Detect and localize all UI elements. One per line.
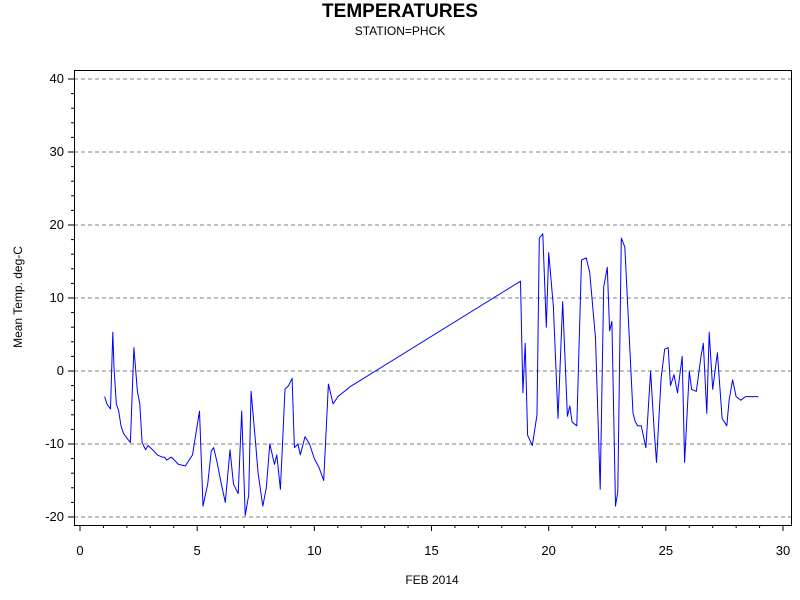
temperature-series-line — [104, 233, 759, 516]
x-tick-label: 20 — [541, 543, 555, 558]
chart-subtitle: STATION=PHCK — [354, 24, 446, 38]
x-tick-label: 0 — [76, 543, 83, 558]
x-tick-label: 30 — [776, 543, 790, 558]
plot-frame — [74, 70, 792, 526]
y-tick-label: 0 — [57, 363, 64, 378]
y-tick-label: 30 — [50, 144, 64, 159]
x-tick-label: 25 — [659, 543, 673, 558]
y-tick-label: 10 — [50, 290, 64, 305]
x-axis-label: FEB 2014 — [405, 573, 459, 587]
y-tick-label: 20 — [50, 217, 64, 232]
chart-title: TEMPERATURES — [322, 1, 478, 22]
y-tick-label: 40 — [50, 71, 64, 86]
x-tick-label: 5 — [194, 543, 201, 558]
x-tick-label: 10 — [307, 543, 321, 558]
y-tick-label: -10 — [45, 436, 64, 451]
y-tick-label: -20 — [45, 509, 64, 524]
x-tick-label: 15 — [424, 543, 438, 558]
